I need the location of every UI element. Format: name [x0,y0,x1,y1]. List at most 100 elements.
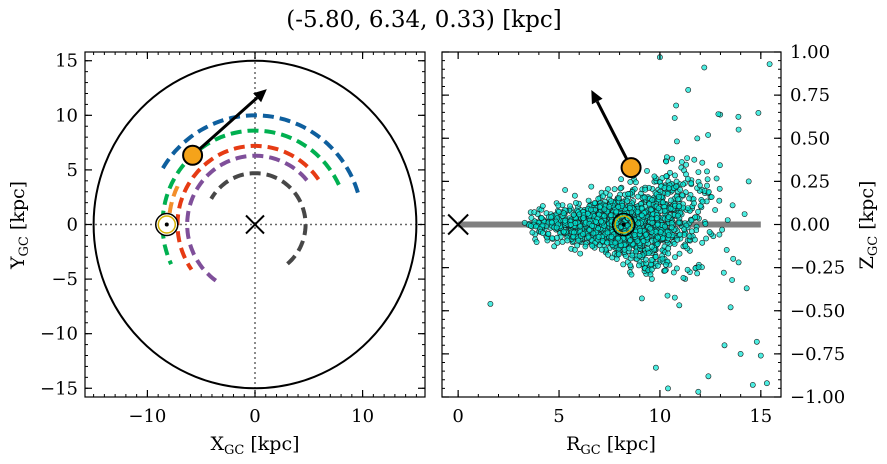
scatter-point [617,185,624,192]
scatter-point [589,222,595,229]
scatter-point [679,192,686,199]
galactic-center-marker-rz [447,213,469,236]
scatter-point [694,135,701,142]
scatter-point [572,192,578,199]
y-tick-label-rz: −1.00 [790,387,845,408]
scatter-point [659,199,666,206]
scatter-point [615,195,622,202]
scatter-point [647,225,654,232]
series-arc-5 [185,153,309,283]
scatter-point [637,227,644,234]
scatter-point [636,262,642,269]
scatter-point [705,132,711,138]
x-tick-label-rz: 10 [648,406,671,427]
scatter-point [729,202,736,209]
scatter-point [712,207,718,213]
scatter-point [674,236,681,243]
scatter-point [586,227,593,233]
y-tick-label-rz: 0.50 [790,128,830,149]
scatter-point [567,221,574,228]
scatter-point [689,228,695,235]
scatter-point [716,197,723,204]
scatter-point [764,380,770,387]
scatter-point [665,385,671,392]
scatter-point [685,175,691,182]
scatter-point [685,205,691,211]
scatter-point [555,202,562,209]
scatter-point [671,115,678,121]
scatter-point [723,246,730,253]
scatter-point [654,221,661,228]
scatter-point [585,234,592,241]
scatter-point [580,215,587,221]
scatter-point [683,161,689,168]
scatter-point [695,388,702,395]
scatter-point [664,292,671,299]
scatter-point [741,211,748,217]
scatter-point [663,173,670,180]
scatter-point [649,219,656,226]
scatter-point [665,232,672,238]
scatter-point [668,224,675,231]
scatter-point [600,193,606,199]
scatter-point [571,229,577,236]
scatter-point [570,211,577,218]
scatter-point [719,226,725,233]
scatter-point [615,251,622,258]
scatter-point [663,158,670,165]
scatter-point [560,228,567,235]
y-tick-label-rz: −0.50 [790,301,845,322]
scatter-point [591,200,598,206]
scatter-point [521,219,528,226]
target-star-marker-rz [620,157,642,179]
scatter-point [533,239,540,245]
scatter-point [612,239,619,246]
left-y-axis-label: YGC [kpc] [7,181,32,270]
scatter-point [695,208,701,215]
scatter-point [676,302,683,309]
scatter-point [640,238,647,244]
scatter-point [729,277,735,283]
scatter-point [676,250,683,257]
x-tick-label: −10 [128,406,166,427]
scatter-point [638,205,645,212]
right-ticks: 0 5 10 15 −1.00 −0.75 −0.50 −0.25 0.00 0.25 0.50 0.… [442,42,845,427]
scatter-point [716,185,723,192]
scatter-point [635,220,642,227]
scatter-point [608,233,615,240]
scatter-point [670,269,677,276]
scatter-point [644,167,650,174]
scatter-point [704,176,711,183]
right-panel: 0 5 10 15 −1.00 −0.75 −0.50 −0.25 0.00 0.25 0.50 0.… [441,42,881,458]
scatter-point [608,198,614,204]
scatter-point [664,190,671,197]
scatter-point [604,239,610,246]
scatter-point [692,214,699,221]
scatter-point [539,203,546,209]
scatter-point [655,205,662,212]
x-tick-label: 0 [249,406,260,427]
scatter-point [667,205,674,212]
scatter-point [688,217,695,224]
scatter-point [705,373,712,380]
scatter-point [615,235,621,242]
scatter-point [624,198,630,204]
y-tick-label-rz: −0.75 [790,344,845,365]
scatter-point [627,179,634,185]
scatter-point [589,242,596,249]
scatter-point [605,251,611,258]
scatter-point [621,246,628,253]
scatter-point [613,256,620,262]
boundary-circle [92,59,418,390]
y-tick-label: −15 [40,378,78,399]
scatter-point [720,269,727,276]
scatter-point [529,229,536,236]
right-y-axis-label: ZGC [kpc] [856,181,881,270]
scatter-point [674,138,680,145]
x-tick-label-rz: 5 [553,406,564,427]
scatter-point [681,226,688,233]
right-x-axis-label: RGC [kpc] [566,433,656,458]
scatter-point [695,264,702,271]
scatter-point [611,186,618,193]
scatter-point [628,271,635,278]
